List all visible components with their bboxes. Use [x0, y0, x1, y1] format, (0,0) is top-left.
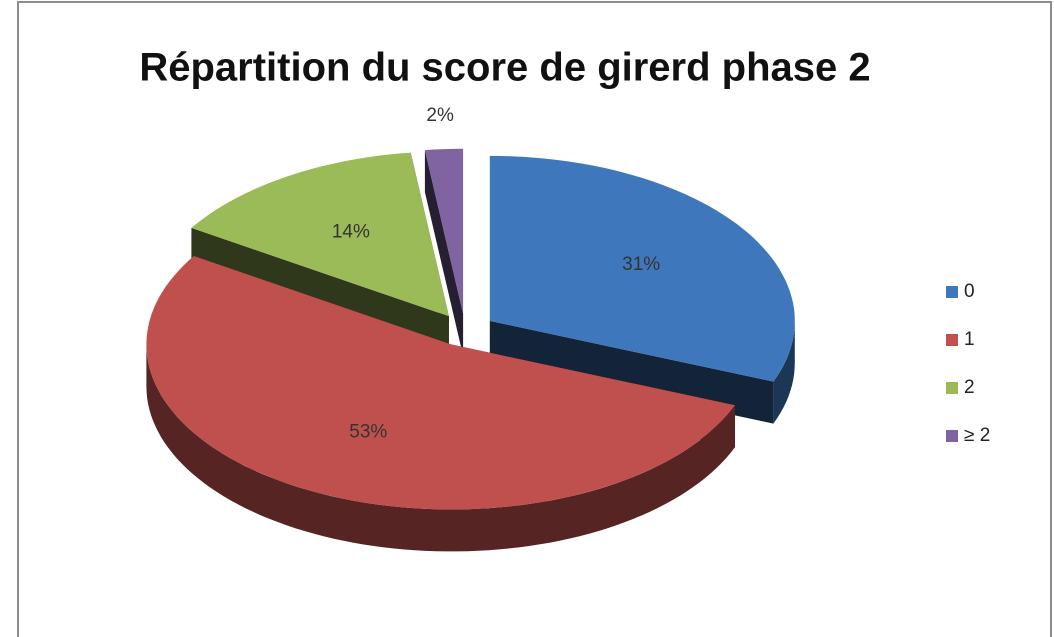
pie-tops	[146, 148, 795, 510]
legend-label: ≥ 2	[964, 425, 990, 446]
slice-side	[773, 320, 795, 424]
legend-swatch	[946, 334, 958, 346]
data-label: 31%	[622, 254, 660, 275]
slice	[146, 256, 735, 510]
slice	[191, 152, 449, 317]
data-label: 2%	[426, 105, 454, 126]
legend: 0 1 2 ≥ 2	[946, 281, 990, 446]
slice-wall	[424, 150, 464, 356]
legend-label: 1	[964, 329, 975, 350]
legend-label: 0	[964, 281, 975, 302]
slice	[489, 155, 795, 382]
legend-swatch	[946, 382, 958, 394]
slice-side	[146, 344, 735, 552]
slice-wall	[489, 320, 774, 424]
chart-title: Répartition du score de girerd phase 2	[139, 46, 870, 90]
legend-swatch	[946, 430, 958, 442]
pie-labels: 31% 53% 14% 2%	[332, 105, 660, 442]
data-label: 53%	[349, 422, 387, 443]
legend-swatch	[946, 286, 958, 298]
legend-label: 2	[964, 377, 975, 398]
slice	[424, 148, 464, 314]
data-label: 14%	[332, 222, 370, 243]
